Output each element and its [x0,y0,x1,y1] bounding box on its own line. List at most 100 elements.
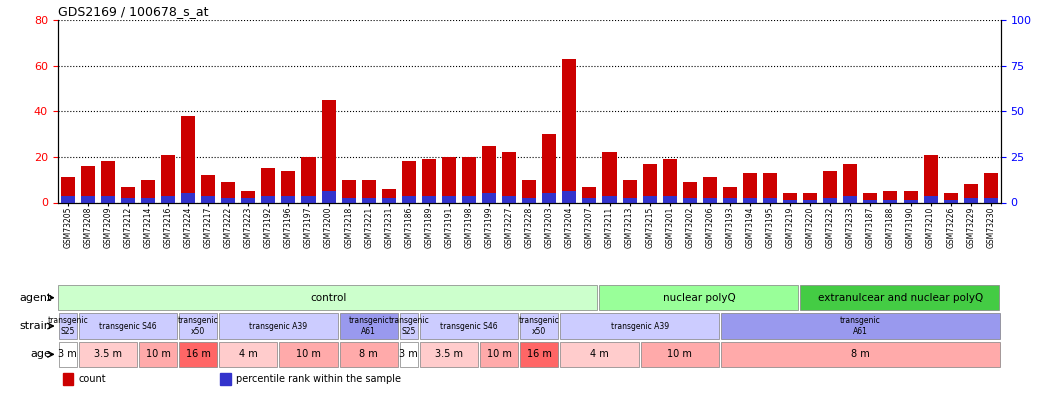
Bar [542,134,556,202]
Bar [603,152,616,202]
Bar [442,196,456,202]
Text: GDS2169 / 100678_s_at: GDS2169 / 100678_s_at [58,5,209,18]
Bar [201,196,215,202]
Text: 16 m: 16 m [527,350,551,359]
FancyBboxPatch shape [219,313,337,339]
Bar [121,187,135,202]
Text: 8 m: 8 m [359,350,378,359]
Bar [723,198,737,202]
Bar [903,191,918,202]
FancyBboxPatch shape [280,342,337,367]
FancyBboxPatch shape [79,313,177,339]
Bar [883,200,897,202]
Bar [282,171,296,202]
Bar [864,200,877,202]
Bar [542,194,556,202]
Bar [140,198,155,202]
Bar [261,168,276,202]
Bar [723,187,737,202]
Bar [322,100,335,202]
Bar [662,196,677,202]
Text: 10 m: 10 m [668,350,692,359]
Text: transgenic S46: transgenic S46 [440,322,498,330]
Bar [763,198,777,202]
Text: transgenic A39: transgenic A39 [611,322,669,330]
Text: 8 m: 8 m [851,350,870,359]
Bar [121,198,135,202]
Bar [603,196,616,202]
Text: transgenic
S25: transgenic S25 [47,316,88,336]
Bar [583,198,596,202]
Text: transgenic
x50: transgenic x50 [519,316,560,336]
FancyBboxPatch shape [599,285,799,310]
Bar [923,196,938,202]
Bar [623,198,636,202]
Bar [903,200,918,202]
Bar [682,182,697,202]
Bar [381,198,396,202]
FancyBboxPatch shape [340,313,398,339]
Bar [803,200,817,202]
Bar [482,194,496,202]
Bar [783,200,798,202]
Bar [522,180,537,202]
Bar [140,180,155,202]
Bar [783,194,798,202]
Bar [302,196,315,202]
Bar [161,196,175,202]
Bar [522,198,537,202]
FancyBboxPatch shape [520,342,559,367]
FancyBboxPatch shape [399,313,418,339]
Bar [442,157,456,202]
FancyBboxPatch shape [480,342,518,367]
FancyBboxPatch shape [58,285,597,310]
Bar [101,196,115,202]
Text: transgenic
x50: transgenic x50 [178,316,218,336]
Bar [642,196,657,202]
Bar [803,194,817,202]
Text: 3 m: 3 m [399,350,418,359]
Bar [401,196,416,202]
Text: control: control [310,293,347,303]
Bar [462,157,476,202]
Bar [422,196,436,202]
FancyBboxPatch shape [139,342,177,367]
Bar [864,194,877,202]
Text: 10 m: 10 m [146,350,171,359]
Text: count: count [79,374,106,384]
FancyBboxPatch shape [801,285,999,310]
Bar [342,198,355,202]
Bar [743,198,757,202]
Bar [824,198,837,202]
FancyBboxPatch shape [59,313,77,339]
Bar [682,198,697,202]
Bar [943,194,958,202]
FancyBboxPatch shape [219,342,278,367]
Bar [63,373,73,385]
Bar [984,173,998,202]
Bar [703,177,717,202]
FancyBboxPatch shape [179,342,217,367]
Bar [662,159,677,202]
FancyBboxPatch shape [721,342,1000,367]
Bar [220,373,231,385]
Bar [482,145,496,202]
Text: 4 m: 4 m [239,350,258,359]
Text: transgenic
A61: transgenic A61 [348,316,389,336]
Bar [401,162,416,202]
Bar [381,189,396,202]
FancyBboxPatch shape [561,313,719,339]
Bar [221,198,235,202]
FancyBboxPatch shape [59,342,77,367]
Bar [81,166,94,202]
Text: 16 m: 16 m [185,350,211,359]
Text: 4 m: 4 m [590,350,609,359]
Bar [81,196,94,202]
Bar [964,184,978,202]
Text: agent: agent [19,293,51,303]
FancyBboxPatch shape [179,313,217,339]
Text: 3 m: 3 m [59,350,78,359]
Bar [181,194,195,202]
Bar [462,196,476,202]
Bar [984,198,998,202]
